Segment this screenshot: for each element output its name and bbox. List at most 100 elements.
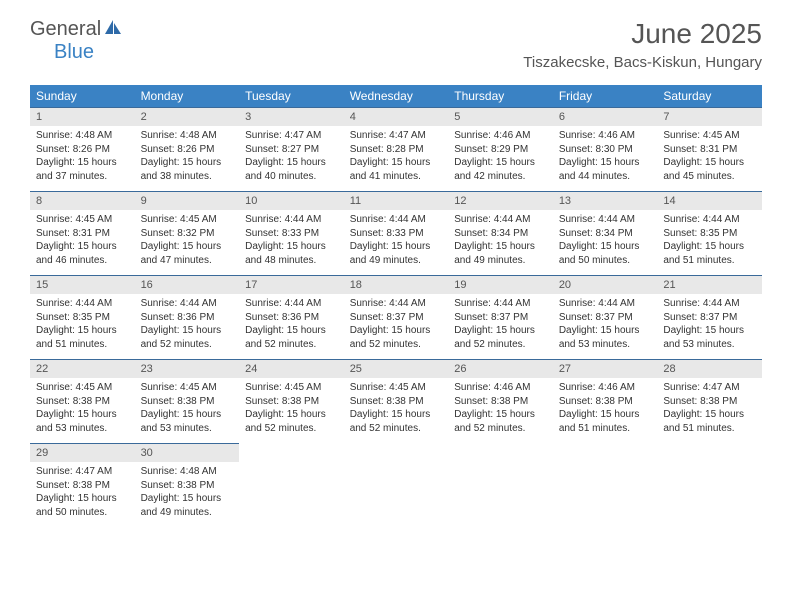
day-body: Sunrise: 4:46 AMSunset: 8:38 PMDaylight:…: [448, 378, 553, 443]
day-body: Sunrise: 4:45 AMSunset: 8:31 PMDaylight:…: [30, 210, 135, 275]
day-number: 8: [30, 192, 135, 210]
day-body: Sunrise: 4:47 AMSunset: 8:38 PMDaylight:…: [30, 462, 135, 527]
week-row: 15Sunrise: 4:44 AMSunset: 8:35 PMDayligh…: [30, 276, 762, 360]
day-number: 2: [135, 108, 240, 126]
day-number: 21: [657, 276, 762, 294]
day-cell: 2Sunrise: 4:48 AMSunset: 8:26 PMDaylight…: [135, 108, 240, 192]
dow-cell: Wednesday: [344, 85, 449, 108]
day-cell: 13Sunrise: 4:44 AMSunset: 8:34 PMDayligh…: [553, 192, 658, 276]
empty-cell: [553, 444, 658, 528]
dow-row: SundayMondayTuesdayWednesdayThursdayFrid…: [30, 85, 762, 108]
empty-cell: [448, 444, 553, 528]
day-number: 28: [657, 360, 762, 378]
day-number: 10: [239, 192, 344, 210]
day-cell: 12Sunrise: 4:44 AMSunset: 8:34 PMDayligh…: [448, 192, 553, 276]
day-body: Sunrise: 4:44 AMSunset: 8:34 PMDaylight:…: [448, 210, 553, 275]
day-number: 1: [30, 108, 135, 126]
empty-cell: [344, 444, 449, 528]
month-title: June 2025: [523, 18, 762, 50]
day-number: 16: [135, 276, 240, 294]
day-body: Sunrise: 4:44 AMSunset: 8:37 PMDaylight:…: [448, 294, 553, 359]
dow-cell: Saturday: [657, 85, 762, 108]
day-cell: 5Sunrise: 4:46 AMSunset: 8:29 PMDaylight…: [448, 108, 553, 192]
day-cell: 22Sunrise: 4:45 AMSunset: 8:38 PMDayligh…: [30, 360, 135, 444]
title-block: June 2025 Tiszakecske, Bacs-Kiskun, Hung…: [523, 18, 762, 71]
day-cell: 28Sunrise: 4:47 AMSunset: 8:38 PMDayligh…: [657, 360, 762, 444]
day-number: 27: [553, 360, 658, 378]
day-number: 20: [553, 276, 658, 294]
week-row: 1Sunrise: 4:48 AMSunset: 8:26 PMDaylight…: [30, 108, 762, 192]
day-cell: 15Sunrise: 4:44 AMSunset: 8:35 PMDayligh…: [30, 276, 135, 360]
day-body: Sunrise: 4:48 AMSunset: 8:26 PMDaylight:…: [135, 126, 240, 191]
day-number: 19: [448, 276, 553, 294]
day-body: Sunrise: 4:45 AMSunset: 8:38 PMDaylight:…: [30, 378, 135, 443]
day-body: Sunrise: 4:44 AMSunset: 8:36 PMDaylight:…: [135, 294, 240, 359]
day-cell: 25Sunrise: 4:45 AMSunset: 8:38 PMDayligh…: [344, 360, 449, 444]
day-body: Sunrise: 4:48 AMSunset: 8:38 PMDaylight:…: [135, 462, 240, 527]
day-body: Sunrise: 4:47 AMSunset: 8:27 PMDaylight:…: [239, 126, 344, 191]
day-cell: 18Sunrise: 4:44 AMSunset: 8:37 PMDayligh…: [344, 276, 449, 360]
day-body: Sunrise: 4:48 AMSunset: 8:26 PMDaylight:…: [30, 126, 135, 191]
day-body: Sunrise: 4:44 AMSunset: 8:34 PMDaylight:…: [553, 210, 658, 275]
day-cell: 21Sunrise: 4:44 AMSunset: 8:37 PMDayligh…: [657, 276, 762, 360]
dow-cell: Monday: [135, 85, 240, 108]
day-cell: 16Sunrise: 4:44 AMSunset: 8:36 PMDayligh…: [135, 276, 240, 360]
day-body: Sunrise: 4:45 AMSunset: 8:32 PMDaylight:…: [135, 210, 240, 275]
day-number: 30: [135, 444, 240, 462]
day-number: 7: [657, 108, 762, 126]
logo-text-blue: Blue: [54, 41, 94, 63]
day-cell: 23Sunrise: 4:45 AMSunset: 8:38 PMDayligh…: [135, 360, 240, 444]
day-cell: 6Sunrise: 4:46 AMSunset: 8:30 PMDaylight…: [553, 108, 658, 192]
day-cell: 17Sunrise: 4:44 AMSunset: 8:36 PMDayligh…: [239, 276, 344, 360]
day-body: Sunrise: 4:45 AMSunset: 8:31 PMDaylight:…: [657, 126, 762, 191]
week-row: 29Sunrise: 4:47 AMSunset: 8:38 PMDayligh…: [30, 444, 762, 528]
day-number: 22: [30, 360, 135, 378]
day-body: Sunrise: 4:46 AMSunset: 8:38 PMDaylight:…: [553, 378, 658, 443]
day-cell: 29Sunrise: 4:47 AMSunset: 8:38 PMDayligh…: [30, 444, 135, 528]
location: Tiszakecske, Bacs-Kiskun, Hungary: [523, 54, 762, 71]
sail-icon: [104, 19, 122, 35]
day-body: Sunrise: 4:45 AMSunset: 8:38 PMDaylight:…: [135, 378, 240, 443]
day-cell: 3Sunrise: 4:47 AMSunset: 8:27 PMDaylight…: [239, 108, 344, 192]
day-body: Sunrise: 4:47 AMSunset: 8:28 PMDaylight:…: [344, 126, 449, 191]
logo: General Blue: [30, 18, 122, 64]
day-body: Sunrise: 4:46 AMSunset: 8:30 PMDaylight:…: [553, 126, 658, 191]
day-cell: 10Sunrise: 4:44 AMSunset: 8:33 PMDayligh…: [239, 192, 344, 276]
day-body: Sunrise: 4:44 AMSunset: 8:37 PMDaylight:…: [553, 294, 658, 359]
day-cell: 11Sunrise: 4:44 AMSunset: 8:33 PMDayligh…: [344, 192, 449, 276]
day-body: Sunrise: 4:44 AMSunset: 8:33 PMDaylight:…: [239, 210, 344, 275]
day-number: 17: [239, 276, 344, 294]
empty-cell: [239, 444, 344, 528]
dow-cell: Friday: [553, 85, 658, 108]
day-cell: 4Sunrise: 4:47 AMSunset: 8:28 PMDaylight…: [344, 108, 449, 192]
day-number: 6: [553, 108, 658, 126]
dow-cell: Thursday: [448, 85, 553, 108]
day-number: 12: [448, 192, 553, 210]
week-row: 8Sunrise: 4:45 AMSunset: 8:31 PMDaylight…: [30, 192, 762, 276]
day-number: 25: [344, 360, 449, 378]
calendar-table: SundayMondayTuesdayWednesdayThursdayFrid…: [30, 85, 762, 527]
day-number: 5: [448, 108, 553, 126]
day-number: 11: [344, 192, 449, 210]
day-cell: 1Sunrise: 4:48 AMSunset: 8:26 PMDaylight…: [30, 108, 135, 192]
dow-cell: Sunday: [30, 85, 135, 108]
day-body: Sunrise: 4:44 AMSunset: 8:33 PMDaylight:…: [344, 210, 449, 275]
day-number: 29: [30, 444, 135, 462]
week-row: 22Sunrise: 4:45 AMSunset: 8:38 PMDayligh…: [30, 360, 762, 444]
day-body: Sunrise: 4:46 AMSunset: 8:29 PMDaylight:…: [448, 126, 553, 191]
day-number: 4: [344, 108, 449, 126]
day-body: Sunrise: 4:44 AMSunset: 8:37 PMDaylight:…: [344, 294, 449, 359]
day-body: Sunrise: 4:45 AMSunset: 8:38 PMDaylight:…: [239, 378, 344, 443]
day-cell: 14Sunrise: 4:44 AMSunset: 8:35 PMDayligh…: [657, 192, 762, 276]
day-cell: 26Sunrise: 4:46 AMSunset: 8:38 PMDayligh…: [448, 360, 553, 444]
day-number: 15: [30, 276, 135, 294]
day-number: 9: [135, 192, 240, 210]
day-cell: 30Sunrise: 4:48 AMSunset: 8:38 PMDayligh…: [135, 444, 240, 528]
day-number: 13: [553, 192, 658, 210]
day-cell: 9Sunrise: 4:45 AMSunset: 8:32 PMDaylight…: [135, 192, 240, 276]
logo-text-general: General: [30, 18, 101, 40]
dow-cell: Tuesday: [239, 85, 344, 108]
day-number: 26: [448, 360, 553, 378]
day-body: Sunrise: 4:44 AMSunset: 8:35 PMDaylight:…: [30, 294, 135, 359]
day-body: Sunrise: 4:44 AMSunset: 8:36 PMDaylight:…: [239, 294, 344, 359]
